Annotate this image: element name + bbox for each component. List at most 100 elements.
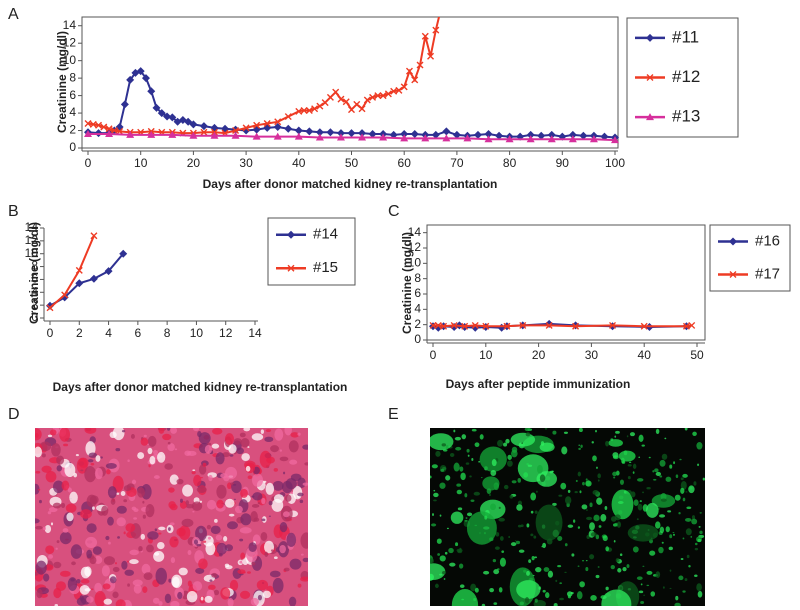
texture xyxy=(133,517,137,520)
texture xyxy=(661,541,664,544)
texture xyxy=(223,536,228,542)
marker xyxy=(210,131,219,139)
marker xyxy=(440,322,448,330)
marker xyxy=(568,130,577,139)
marker xyxy=(315,128,324,137)
texture xyxy=(454,436,461,441)
texture xyxy=(619,553,623,557)
texture xyxy=(632,546,639,553)
texture xyxy=(553,603,558,606)
x-tick-label: 40 xyxy=(292,156,306,170)
texture xyxy=(192,469,196,472)
texture xyxy=(95,455,101,462)
texture xyxy=(533,535,537,539)
texture xyxy=(282,511,290,518)
texture xyxy=(265,482,275,495)
texture xyxy=(498,506,501,510)
marker xyxy=(147,130,156,138)
texture xyxy=(35,518,40,524)
texture xyxy=(652,532,658,538)
texture xyxy=(640,600,645,605)
texture xyxy=(465,517,468,519)
marker xyxy=(384,90,392,98)
texture xyxy=(694,547,699,551)
texture xyxy=(675,595,679,601)
texture xyxy=(577,526,581,529)
legend-label: #12 xyxy=(672,67,700,86)
marker xyxy=(295,107,303,115)
texture xyxy=(430,558,434,564)
texture xyxy=(195,567,205,574)
marker xyxy=(305,127,314,136)
texture xyxy=(116,517,126,527)
marker xyxy=(336,133,345,141)
texture xyxy=(636,518,639,521)
texture xyxy=(589,502,593,508)
y-axis-title: Creatinine (mg/dl) xyxy=(55,31,69,133)
texture xyxy=(142,500,145,504)
texture xyxy=(434,583,439,589)
texture xyxy=(35,470,41,474)
texture xyxy=(578,444,581,446)
texture xyxy=(489,587,495,593)
texture xyxy=(574,491,578,494)
texture xyxy=(123,531,126,535)
marker xyxy=(294,132,303,140)
texture xyxy=(143,434,147,438)
y-tick-label: 2 xyxy=(414,317,421,331)
marker xyxy=(342,98,350,106)
texture xyxy=(684,428,688,431)
texture xyxy=(257,594,262,601)
texture xyxy=(187,549,192,556)
texture xyxy=(439,482,446,489)
texture xyxy=(176,527,186,537)
marker xyxy=(75,279,84,288)
texture xyxy=(60,502,66,509)
texture xyxy=(116,505,127,514)
texture xyxy=(227,597,234,606)
texture xyxy=(474,442,480,448)
texture xyxy=(142,514,146,519)
texture xyxy=(536,464,543,474)
series-line xyxy=(88,133,616,142)
legend-marker xyxy=(287,264,295,272)
x-tick-label: 30 xyxy=(239,156,253,170)
texture xyxy=(601,589,632,606)
texture xyxy=(121,560,128,570)
texture xyxy=(596,497,603,505)
texture xyxy=(75,454,79,457)
y-tick-label: 0 xyxy=(69,140,76,154)
texture xyxy=(530,492,537,501)
marker xyxy=(463,134,472,142)
texture xyxy=(614,435,617,438)
texture xyxy=(272,577,284,594)
marker xyxy=(311,105,319,113)
texture xyxy=(685,528,692,536)
texture xyxy=(127,459,130,463)
texture xyxy=(431,464,438,469)
texture xyxy=(105,535,110,541)
x-tick-label: 80 xyxy=(503,156,517,170)
texture xyxy=(170,428,178,434)
texture xyxy=(157,451,166,463)
marker xyxy=(400,83,408,91)
marker xyxy=(61,291,69,299)
texture xyxy=(61,480,70,491)
texture xyxy=(595,574,600,579)
texture xyxy=(465,462,470,465)
texture xyxy=(216,499,224,509)
marker xyxy=(120,100,129,109)
texture xyxy=(659,514,666,518)
texture xyxy=(224,433,235,445)
texture xyxy=(245,465,251,472)
texture xyxy=(168,578,172,583)
texture xyxy=(220,587,231,600)
legend-marker xyxy=(646,74,654,81)
texture xyxy=(147,447,153,455)
texture xyxy=(559,597,564,601)
x-tick-label: 6 xyxy=(135,326,142,340)
texture xyxy=(270,445,279,453)
texture xyxy=(464,493,468,498)
texture xyxy=(691,518,698,525)
texture xyxy=(694,542,698,546)
